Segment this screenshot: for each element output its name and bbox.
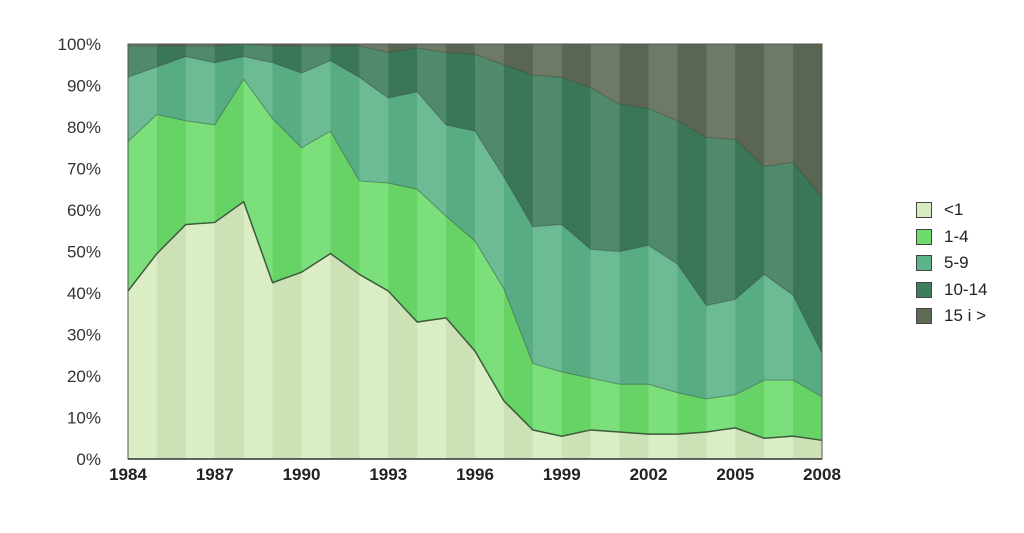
legend-swatch [916, 255, 932, 272]
y-tick-label: 0% [76, 450, 101, 469]
legend-item: 5-9 [916, 250, 987, 277]
area-series-1 [128, 79, 822, 441]
legend-swatch [916, 308, 932, 325]
x-tick-label: 1984 [109, 465, 147, 484]
legend-item: 15 i > [916, 303, 987, 330]
boundary-line-1 [127, 200, 823, 442]
x-tick-label: 2008 [803, 465, 841, 484]
legend-label: <1 [944, 200, 964, 220]
x-tick-label: 1996 [456, 465, 494, 484]
year-band [590, 44, 620, 459]
x-tick-label: 2002 [630, 465, 668, 484]
series-areas [128, 44, 822, 459]
year-band [243, 44, 273, 459]
y-tick-label: 80% [67, 118, 101, 137]
year-band [446, 44, 475, 459]
boundary-line-3 [127, 55, 823, 354]
year-band [272, 44, 302, 459]
y-tick-label: 100% [58, 35, 101, 54]
year-band [735, 44, 765, 459]
y-tick-label: 40% [67, 284, 101, 303]
y-tick-label: 20% [67, 367, 101, 386]
area-series-3 [128, 44, 822, 354]
x-tick-label: 1987 [196, 465, 234, 484]
legend-label: 1-4 [944, 226, 969, 246]
year-band [214, 44, 244, 459]
x-tick-label: 2005 [716, 465, 754, 484]
year-band [648, 44, 678, 459]
x-axis-ticks: 1984 1987 1990 1993 1996 1999 2002 2005 2008 [109, 465, 841, 484]
y-tick-label: 10% [67, 409, 101, 428]
year-band [561, 44, 591, 459]
y-tick-label: 90% [67, 77, 101, 96]
legend-swatch [916, 202, 932, 219]
x-tick-label: 1990 [283, 465, 321, 484]
boundary-line-2 [127, 78, 823, 400]
x-tick-label: 1993 [369, 465, 407, 484]
year-band [359, 44, 389, 459]
legend: <1 1-4 5-9 10-14 15 i > [916, 197, 987, 330]
legend-label: 5-9 [944, 253, 969, 273]
legend-item: 1-4 [916, 224, 987, 251]
x-tick-label: 1999 [543, 465, 581, 484]
year-band [532, 44, 562, 459]
y-tick-label: 50% [67, 243, 101, 262]
area-bands [128, 44, 822, 459]
year-band [301, 44, 331, 459]
legend-item: <1 [916, 197, 987, 224]
year-band [619, 44, 649, 459]
year-band [677, 44, 707, 459]
legend-swatch [916, 228, 932, 245]
area-series-4 [128, 44, 822, 198]
y-axis-ticks: 0% 10% 20% 30% 40% 50% 60% 70% 80% 90% 100% [58, 35, 101, 469]
year-band [503, 44, 533, 459]
year-band [475, 44, 504, 459]
legend-item: 10-14 [916, 277, 987, 304]
year-band [185, 44, 215, 459]
year-band [706, 44, 736, 459]
area-series-2 [128, 56, 822, 399]
y-tick-label: 60% [67, 201, 101, 220]
legend-swatch [916, 281, 932, 298]
year-band [764, 44, 794, 459]
area-series-0 [128, 201, 822, 459]
legend-label: 10-14 [944, 279, 988, 299]
year-band [417, 44, 447, 459]
year-band [128, 44, 157, 459]
year-band [388, 44, 418, 459]
year-band [793, 44, 822, 459]
y-tick-label: 70% [67, 160, 101, 179]
legend-label: 15 i > [944, 306, 987, 326]
year-band [156, 44, 186, 459]
y-tick-label: 30% [67, 326, 101, 345]
year-band [330, 44, 360, 459]
